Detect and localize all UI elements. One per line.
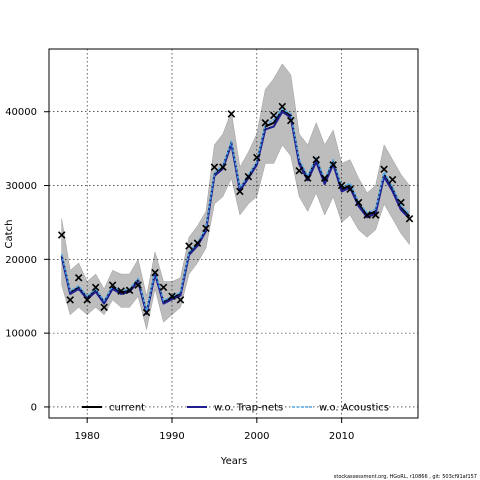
x-tick-label-2000: 2000 bbox=[244, 431, 269, 442]
observed-point-1990 bbox=[168, 292, 176, 300]
y-axis-title: Catch bbox=[4, 220, 15, 249]
grid-layer bbox=[49, 49, 418, 418]
legend-item-1: w.o. Trap-nets bbox=[187, 403, 283, 414]
observed-point-2011 bbox=[346, 185, 354, 193]
observed-points-layer bbox=[57, 102, 414, 317]
x-tick-label-1980: 1980 bbox=[74, 431, 99, 442]
observed-point-1979 bbox=[74, 274, 83, 282]
observed-point-1980 bbox=[83, 296, 91, 304]
observed-point-1991 bbox=[176, 296, 185, 304]
observed-point-2000 bbox=[253, 153, 261, 162]
series-line-w-o-acoustics bbox=[60, 108, 411, 312]
observed-point-1999 bbox=[244, 172, 253, 181]
legend-label: w.o. Acoustics bbox=[319, 403, 389, 414]
observed-point-2015 bbox=[380, 165, 388, 174]
plot-frame bbox=[48, 48, 419, 419]
observed-point-1998 bbox=[236, 187, 244, 196]
observed-point-1996 bbox=[219, 163, 227, 171]
y-tick-label-20000: 20000 bbox=[5, 255, 37, 266]
x-axis-title: Years bbox=[220, 456, 247, 467]
y-tick-label-30000: 30000 bbox=[5, 181, 37, 192]
observed-point-2007 bbox=[312, 155, 320, 164]
observed-point-2009 bbox=[329, 161, 337, 169]
observed-point-2005 bbox=[295, 167, 304, 175]
observed-point-1978 bbox=[66, 296, 74, 304]
observed-point-2004 bbox=[286, 116, 295, 125]
axes-layer: 1980 1990 2000 2010 0 10000 20000 30000 40000 bbox=[5, 107, 354, 442]
legend-item-0: current bbox=[82, 403, 145, 414]
observed-point-1994 bbox=[202, 224, 210, 233]
legend: current w.o. Trap-nets w.o. Acoustics bbox=[82, 403, 389, 414]
observed-point-2003 bbox=[278, 102, 287, 111]
observed-point-1986 bbox=[134, 281, 142, 289]
observed-point-2018 bbox=[405, 214, 414, 223]
x-tick-label-1990: 1990 bbox=[159, 431, 184, 442]
observed-point-1995 bbox=[210, 163, 219, 171]
y-tick-label-0: 0 bbox=[31, 402, 37, 413]
observed-point-2012 bbox=[354, 198, 363, 207]
confidence-band-layer bbox=[61, 63, 410, 330]
legend-item-2: w.o. Acoustics bbox=[292, 403, 389, 414]
legend-label: current bbox=[109, 403, 145, 414]
observed-point-1989 bbox=[159, 283, 168, 292]
observed-point-2013 bbox=[363, 211, 371, 219]
observed-point-1981 bbox=[91, 283, 100, 292]
observed-point-2016 bbox=[388, 175, 397, 184]
observed-point-2017 bbox=[397, 198, 405, 207]
observed-point-2001 bbox=[261, 119, 270, 127]
observed-point-2006 bbox=[303, 174, 312, 182]
observed-point-1992 bbox=[185, 242, 193, 250]
y-tick-label-10000: 10000 bbox=[5, 329, 37, 340]
observed-point-1997 bbox=[227, 110, 236, 118]
observed-point-1988 bbox=[151, 268, 159, 277]
observed-point-1982 bbox=[100, 303, 108, 312]
y-tick-label-40000: 40000 bbox=[5, 107, 37, 118]
observed-point-2008 bbox=[320, 174, 329, 182]
legend-label: w.o. Trap-nets bbox=[214, 403, 283, 414]
caption: stockassessment.org, HGoRL, r10866 , git… bbox=[334, 474, 477, 480]
observed-point-1993 bbox=[193, 239, 202, 247]
observed-point-2002 bbox=[270, 111, 278, 120]
observed-point-2014 bbox=[371, 211, 380, 219]
x-tick-label-2010: 2010 bbox=[329, 431, 354, 442]
observed-point-1987 bbox=[142, 308, 151, 317]
confidence-band bbox=[61, 63, 410, 330]
observed-point-1983 bbox=[108, 281, 117, 289]
observed-point-1977 bbox=[57, 231, 66, 239]
observed-point-2010 bbox=[337, 181, 346, 190]
observed-point-1985 bbox=[125, 286, 134, 295]
observed-point-1984 bbox=[117, 287, 125, 295]
